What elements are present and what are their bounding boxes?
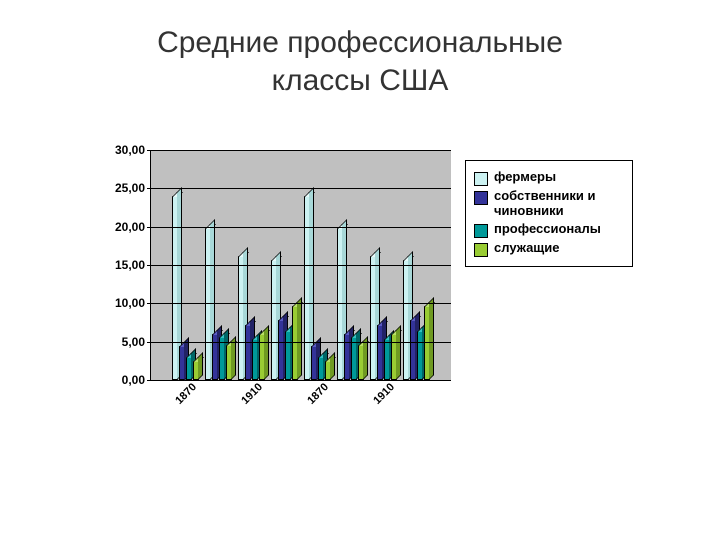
bar-owners bbox=[245, 325, 251, 380]
bar-farmers bbox=[238, 256, 244, 380]
legend-swatch bbox=[474, 224, 488, 238]
legend-swatch bbox=[474, 191, 488, 205]
gridline bbox=[151, 188, 451, 189]
x-tick-label: 1910 bbox=[239, 381, 265, 407]
title-line-2: классы США bbox=[272, 64, 449, 97]
y-tick-mark bbox=[147, 303, 151, 304]
y-tick-mark bbox=[147, 227, 151, 228]
y-tick-mark bbox=[147, 188, 151, 189]
bar-group bbox=[403, 260, 430, 380]
bar-clerks bbox=[358, 345, 364, 380]
y-tick-mark bbox=[147, 150, 151, 151]
chart: 0,005,0010,0015,0020,0025,0030,001870191… bbox=[95, 150, 625, 450]
y-tick-label: 5,00 bbox=[122, 335, 145, 349]
legend: фермеры собственники и чиновники профессио… bbox=[465, 160, 633, 267]
bar-clerks bbox=[325, 361, 331, 380]
y-tick-mark bbox=[147, 265, 151, 266]
bar-farmers bbox=[403, 260, 409, 380]
legend-swatch bbox=[474, 243, 488, 257]
y-tick-label: 0,00 bbox=[122, 373, 145, 387]
gridline bbox=[151, 303, 451, 304]
bar-pros bbox=[219, 337, 225, 380]
bar-pros bbox=[252, 339, 258, 380]
bar-farmers bbox=[370, 256, 376, 380]
bar-pros bbox=[417, 331, 423, 380]
gridline bbox=[151, 342, 451, 343]
bar-pros bbox=[351, 337, 357, 380]
x-tick-label: 1870 bbox=[305, 381, 331, 407]
y-tick-mark bbox=[147, 380, 151, 381]
bar-owners bbox=[278, 320, 284, 380]
bar-owners bbox=[410, 320, 416, 380]
legend-label: профессионалы bbox=[494, 222, 601, 237]
gridline bbox=[151, 150, 451, 151]
y-tick-label: 25,00 bbox=[115, 181, 145, 195]
legend-item: фермеры bbox=[474, 170, 624, 186]
legend-swatch bbox=[474, 172, 488, 186]
bar-owners bbox=[179, 346, 185, 381]
title-line-1: Средние профессиональные bbox=[157, 26, 563, 59]
legend-label: собственники и чиновники bbox=[494, 189, 624, 219]
x-tick-label: 1870 bbox=[173, 381, 199, 407]
bar-pros bbox=[384, 339, 390, 380]
slide: Средние профессиональные классы США 0,00… bbox=[0, 0, 720, 540]
bar-pros bbox=[285, 331, 291, 380]
bar-clerks bbox=[424, 306, 430, 380]
bar-farmers bbox=[304, 196, 310, 380]
bar-group bbox=[172, 196, 199, 380]
bar-group bbox=[271, 260, 298, 380]
y-tick-label: 10,00 bbox=[115, 296, 145, 310]
plot-area: 0,005,0010,0015,0020,0025,0030,001870191… bbox=[150, 150, 451, 381]
bar-owners bbox=[377, 325, 383, 380]
x-tick-label: 1910 bbox=[371, 381, 397, 407]
legend-label: служащие bbox=[494, 241, 560, 256]
bar-clerks bbox=[226, 345, 232, 380]
bar-farmers bbox=[172, 196, 178, 380]
bar-clerks bbox=[292, 306, 298, 380]
bar-pros bbox=[318, 357, 324, 380]
legend-item: профессионалы bbox=[474, 222, 624, 238]
legend-item: служащие bbox=[474, 241, 624, 257]
legend-label: фермеры bbox=[494, 170, 556, 185]
page-title: Средние профессиональные классы США bbox=[0, 0, 720, 99]
bar-group bbox=[238, 256, 265, 380]
bar-clerks bbox=[193, 361, 199, 380]
y-tick-label: 15,00 bbox=[115, 258, 145, 272]
gridline bbox=[151, 227, 451, 228]
bar-pros bbox=[186, 357, 192, 380]
y-tick-label: 30,00 bbox=[115, 143, 145, 157]
y-tick-label: 20,00 bbox=[115, 220, 145, 234]
bar-group bbox=[304, 196, 331, 380]
gridline bbox=[151, 265, 451, 266]
bar-farmers bbox=[271, 260, 277, 380]
legend-item: собственники и чиновники bbox=[474, 189, 624, 219]
bar-owners bbox=[311, 346, 317, 381]
bar-group bbox=[370, 256, 397, 380]
y-tick-mark bbox=[147, 342, 151, 343]
